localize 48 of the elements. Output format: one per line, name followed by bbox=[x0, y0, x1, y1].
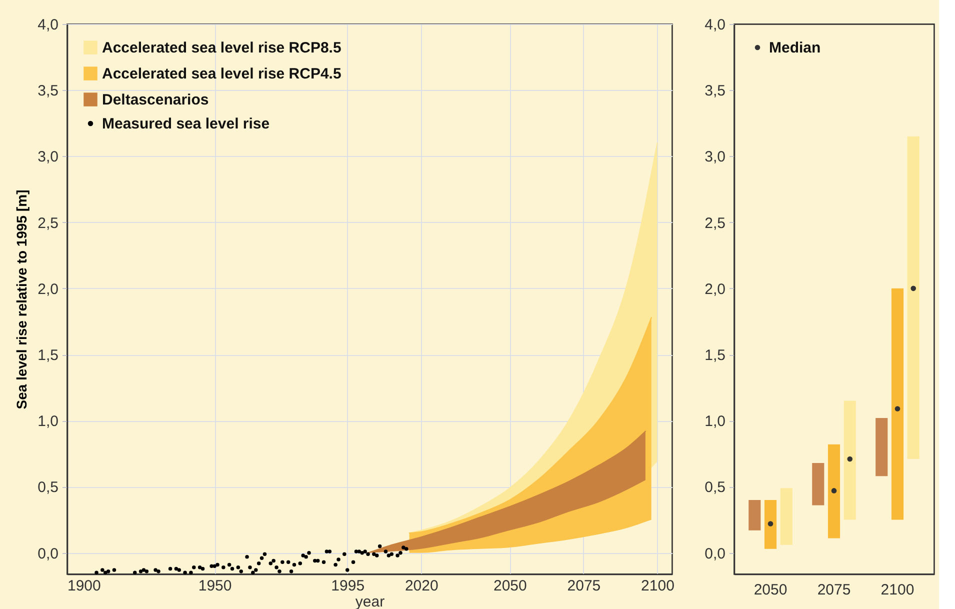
x-tick-label: 2100 bbox=[880, 582, 914, 598]
x-tick-label: 2050 bbox=[754, 582, 788, 598]
y-tick-label: 3,0 bbox=[38, 148, 58, 166]
y-tick-label: 0,5 bbox=[704, 479, 726, 496]
y-tick-label: 3,5 bbox=[38, 82, 58, 100]
y-tick-label: 3,5 bbox=[704, 82, 726, 100]
x-tick-label: 2075 bbox=[817, 582, 851, 598]
x-tick-label: 1900 bbox=[68, 578, 101, 594]
y-tick-label: 1,5 bbox=[38, 347, 58, 364]
y-tick-label: 3,0 bbox=[704, 148, 726, 166]
bar bbox=[764, 500, 777, 549]
bar bbox=[828, 444, 840, 538]
legend-label: Measured sea level rise bbox=[102, 116, 270, 132]
legend-label: Accelerated sea level rise RCP4.5 bbox=[102, 66, 342, 82]
legend-label: Accelerated sea level rise RCP8.5 bbox=[102, 40, 342, 56]
x-tick-label: 2050 bbox=[493, 578, 527, 594]
bar bbox=[844, 400, 856, 520]
legend-label: Deltascenarios bbox=[102, 92, 209, 108]
bar bbox=[876, 418, 888, 476]
point bbox=[831, 488, 837, 494]
bar bbox=[748, 500, 761, 530]
bar bbox=[780, 488, 792, 545]
x-tick-label: 1995 bbox=[331, 578, 365, 594]
y-tick-label: 4,0 bbox=[704, 16, 726, 34]
point bbox=[847, 456, 853, 462]
y-tick-label: 1,5 bbox=[704, 347, 726, 364]
y-tick-label: 1,0 bbox=[38, 413, 58, 430]
y-tick-label: 1,0 bbox=[704, 413, 726, 430]
y-tick-label: 4,0 bbox=[38, 16, 58, 34]
y-axis-title: Sea level rise relative to 1995 [m] bbox=[14, 190, 30, 410]
x-tick-label: 2020 bbox=[404, 578, 438, 594]
point bbox=[894, 406, 900, 412]
y-tick-label: 0,0 bbox=[38, 545, 58, 562]
bar bbox=[891, 288, 904, 520]
x-tick-label: 2075 bbox=[567, 578, 601, 594]
bar bbox=[907, 136, 920, 459]
y-tick-label: 2,5 bbox=[38, 214, 58, 232]
y-tick-label: 2,0 bbox=[38, 280, 58, 298]
y-tick-label: 2,0 bbox=[704, 280, 726, 298]
y-tick-label: 2,5 bbox=[704, 214, 726, 232]
y-tick-label: 0,0 bbox=[704, 545, 726, 562]
x-tick-label: 2100 bbox=[641, 578, 674, 594]
x-tick-label: 1950 bbox=[198, 578, 232, 594]
point bbox=[910, 286, 916, 292]
legend-label: Median bbox=[769, 40, 821, 56]
y-tick-label: 0,5 bbox=[38, 479, 58, 496]
point bbox=[768, 521, 774, 526]
bar bbox=[812, 462, 824, 506]
